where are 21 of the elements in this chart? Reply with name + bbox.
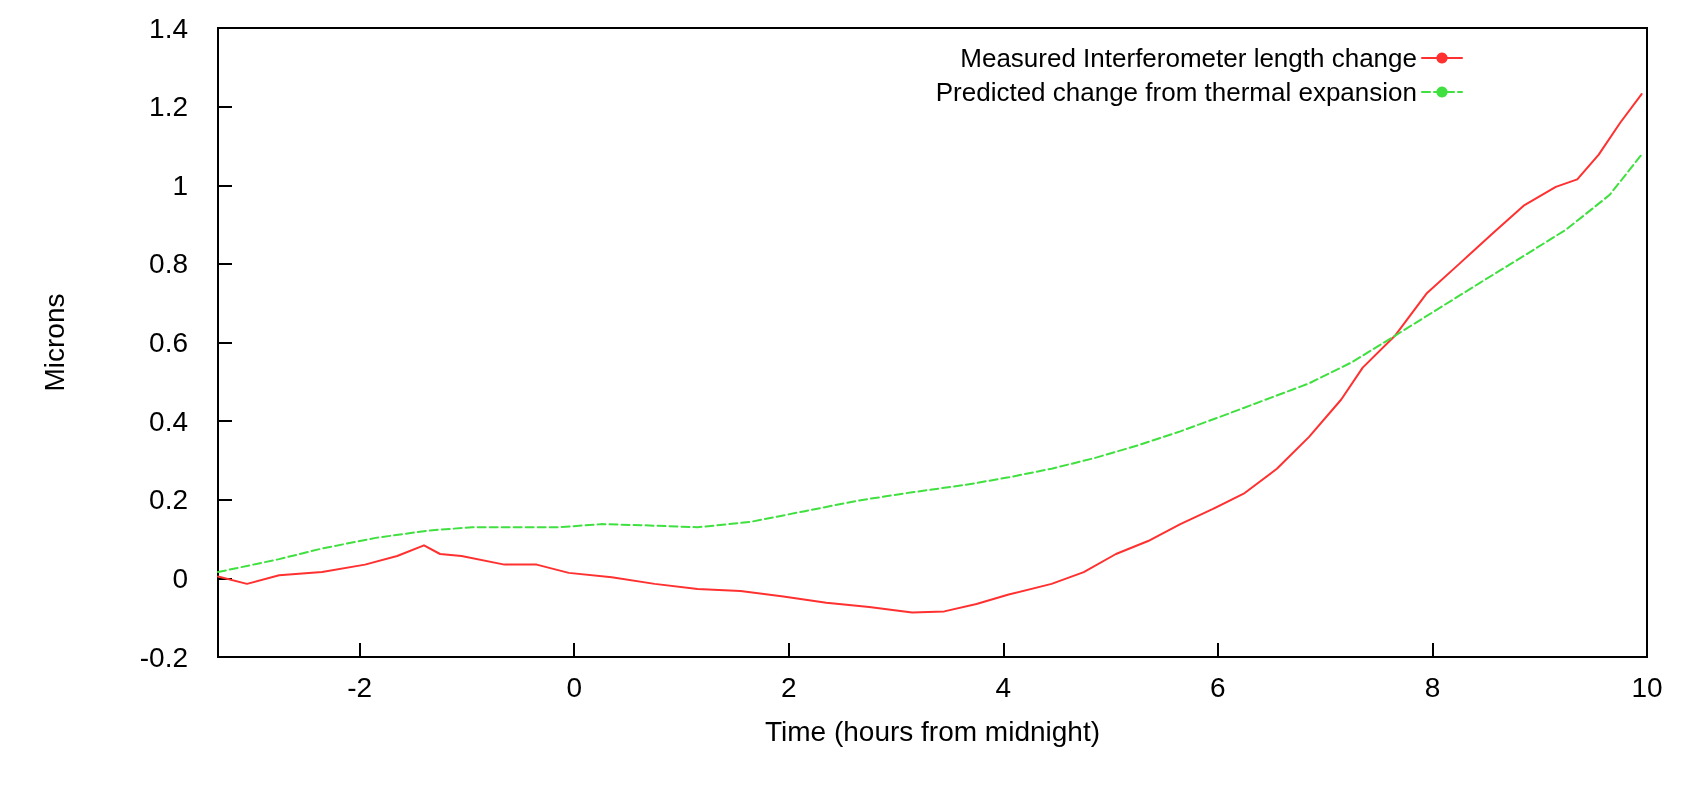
y-tick-label: -0.2 [139,641,188,673]
y-axis-title: Microns [38,293,70,392]
y-tick-label: 0 [172,562,188,594]
y-tick-label: 0.2 [149,484,188,516]
y-tick-label: 0.6 [149,327,188,358]
x-tick-label: 10 [1631,671,1663,703]
y-tick-label: 0.4 [149,405,188,437]
x-tick-label: 2 [780,671,797,703]
y-tick-label: 0.8 [149,248,188,280]
x-tick-label: 6 [1210,671,1226,703]
x-tick-label: -2 [347,671,373,703]
x-tick-label: 0 [566,671,582,703]
x-tick-label: 4 [995,671,1012,703]
y-tick-label: 1 [172,169,188,201]
y-tick-label: 1.2 [149,91,188,123]
legend-label: Measured Interferometer length change [960,43,1417,73]
y-tick-label: 1.4 [149,12,188,44]
x-tick-label: 8 [1424,671,1441,703]
line-series [217,153,1643,574]
x-axis-title: Time (hours from midnight) [764,715,1101,747]
legend-label: Predicted change from thermal expansion [935,77,1417,107]
